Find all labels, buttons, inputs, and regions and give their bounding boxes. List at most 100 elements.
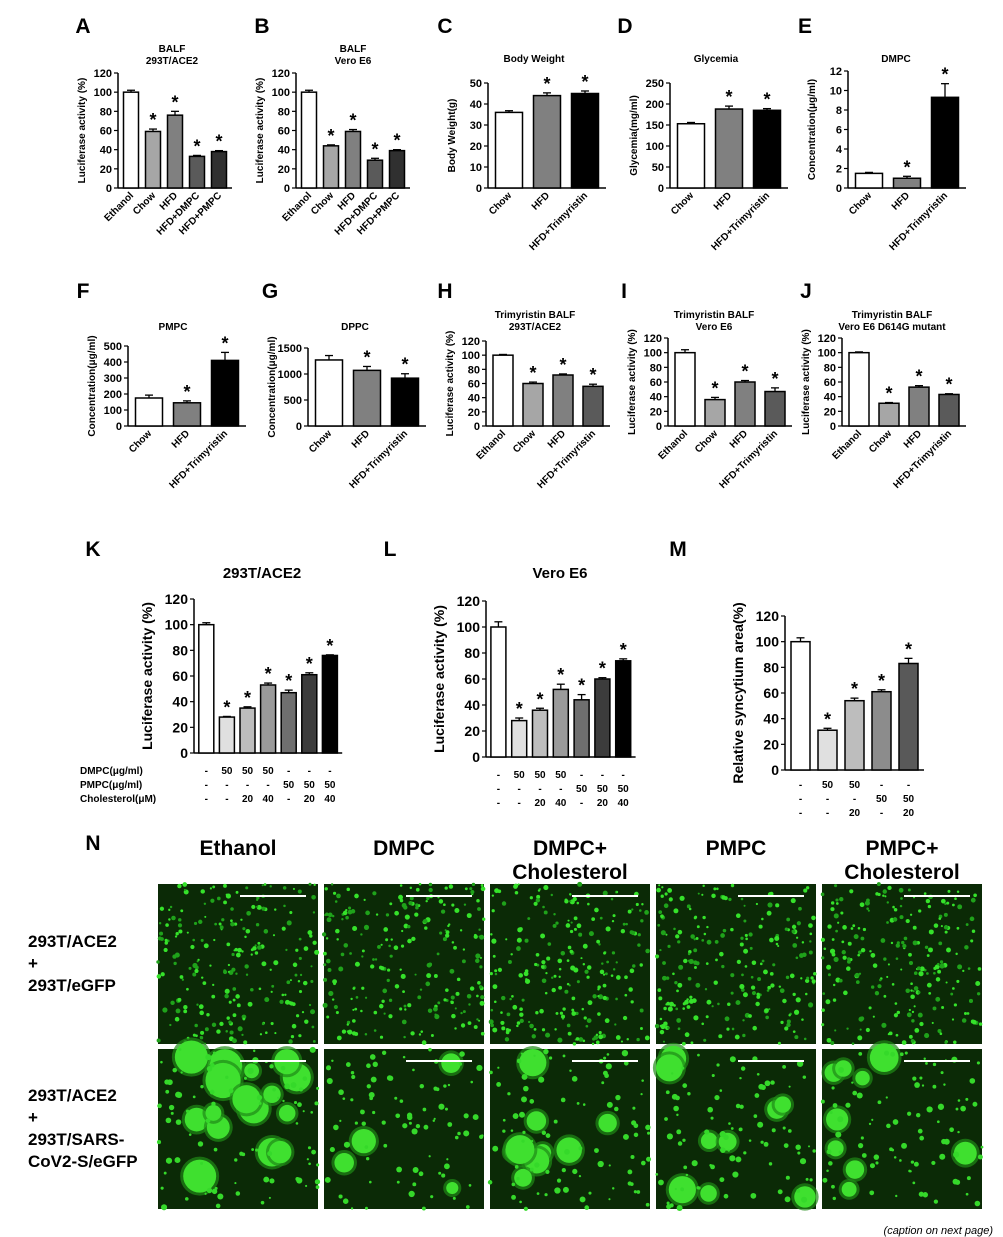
- cell-dot: [408, 1121, 412, 1125]
- cell-dot: [630, 1155, 635, 1160]
- cell-dot: [837, 921, 840, 924]
- condition-value: 40: [555, 798, 567, 809]
- cell-dot: [372, 958, 375, 961]
- micrograph-1-2: [321, 882, 486, 1045]
- condition-value: -: [266, 780, 269, 791]
- cell-dot: [902, 943, 907, 949]
- cell-dot: [261, 1022, 265, 1026]
- cell-dot: [792, 1030, 796, 1034]
- cell-dot: [605, 1063, 612, 1070]
- y-tick-label: 100: [462, 350, 480, 362]
- cell-dot: [221, 918, 225, 922]
- cell-dot: [915, 1112, 921, 1118]
- cell-dot: [350, 997, 353, 1001]
- cell-dot: [820, 1099, 825, 1104]
- cell-dot: [673, 927, 676, 931]
- bar: [892, 177, 922, 189]
- cell-dot: [444, 1163, 450, 1170]
- cell-dot: [827, 973, 831, 977]
- panel-label-E: E: [798, 15, 812, 38]
- syncytium: [351, 1128, 376, 1154]
- cell-dot: [567, 945, 572, 950]
- row-label: CoV2-S/eGFP: [28, 1152, 138, 1171]
- condition-value: -: [308, 766, 311, 777]
- cell-dot: [875, 892, 879, 896]
- cell-dot: [447, 1122, 453, 1127]
- cell-dot: [808, 923, 813, 928]
- category-label: HFD: [350, 428, 372, 450]
- cell-dot: [602, 983, 607, 988]
- cell-dot: [829, 1110, 833, 1114]
- cell-dot: [370, 1076, 377, 1083]
- cell-dot: [507, 1092, 511, 1096]
- chart-title-G: DPPC: [341, 322, 369, 333]
- cell-dot: [492, 1027, 498, 1033]
- cell-dot: [450, 995, 455, 1000]
- cell-dot: [639, 1008, 644, 1013]
- cell-dot: [180, 1071, 183, 1074]
- cell-dot: [398, 894, 404, 900]
- cell-dot: [884, 1050, 890, 1056]
- cell-dot: [820, 937, 826, 942]
- category-label: Chow: [867, 428, 894, 455]
- y-tick-label: 100: [646, 141, 664, 153]
- cell-dot: [519, 1018, 524, 1023]
- cell-dot: [380, 943, 383, 946]
- cell-dot: [576, 1101, 580, 1105]
- cell-dot: [326, 917, 332, 923]
- bar: [848, 351, 870, 427]
- bar: [122, 91, 140, 189]
- cell-dot: [745, 937, 748, 941]
- cell-dot: [866, 907, 869, 910]
- condition-value: 50: [283, 780, 295, 791]
- micrograph-1-4: [654, 883, 817, 1046]
- cell-dot: [956, 926, 960, 930]
- condition-value: 50: [263, 766, 275, 777]
- cell-dot: [713, 887, 717, 891]
- condition-value: -: [538, 784, 541, 795]
- cell-dot: [922, 1192, 929, 1198]
- cell-dot: [914, 1082, 920, 1088]
- cell-dot: [412, 1068, 415, 1072]
- cell-dot: [974, 1200, 981, 1207]
- cell-dot: [235, 972, 238, 975]
- syncytium: [718, 1132, 737, 1151]
- cell-dot: [215, 1203, 221, 1209]
- cell-dot: [899, 1159, 902, 1162]
- syncytium: [263, 1085, 281, 1104]
- cell-dot: [449, 968, 455, 974]
- cell-dot: [396, 1166, 403, 1173]
- bar: [210, 359, 240, 427]
- category-label: HFD: [902, 428, 924, 450]
- condition-value: -: [287, 794, 290, 805]
- cell-dot: [415, 903, 419, 907]
- panel-label-H: H: [437, 280, 452, 303]
- cell-dot: [883, 994, 887, 998]
- cell-dot: [400, 944, 405, 948]
- cell-dot: [491, 894, 495, 897]
- cell-dot: [696, 1186, 700, 1190]
- cell-dot: [846, 1027, 849, 1030]
- cell-dot: [200, 1084, 204, 1089]
- cell-dot: [886, 901, 889, 904]
- cell-dot: [444, 1107, 448, 1111]
- cell-dot: [393, 945, 399, 951]
- syncytium: [334, 1152, 354, 1173]
- bar: [314, 359, 344, 427]
- cell-dot: [297, 889, 302, 894]
- bar: [322, 145, 340, 189]
- cell-dot: [714, 940, 719, 944]
- y-tick-label: 60: [824, 377, 836, 389]
- cell-dot: [567, 1031, 572, 1036]
- cell-dot: [715, 958, 718, 962]
- cell-dot: [206, 1066, 213, 1072]
- cell-dot: [538, 1076, 545, 1083]
- y-axis-label: Concentration(μg/ml): [87, 335, 98, 436]
- cell-dot: [833, 913, 839, 919]
- cell-dot: [760, 1140, 764, 1144]
- cell-dot: [475, 958, 480, 964]
- column-title: Cholesterol: [844, 861, 960, 884]
- cell-dot: [899, 915, 904, 920]
- cell-dot: [756, 995, 761, 999]
- cell-dot: [812, 1149, 816, 1153]
